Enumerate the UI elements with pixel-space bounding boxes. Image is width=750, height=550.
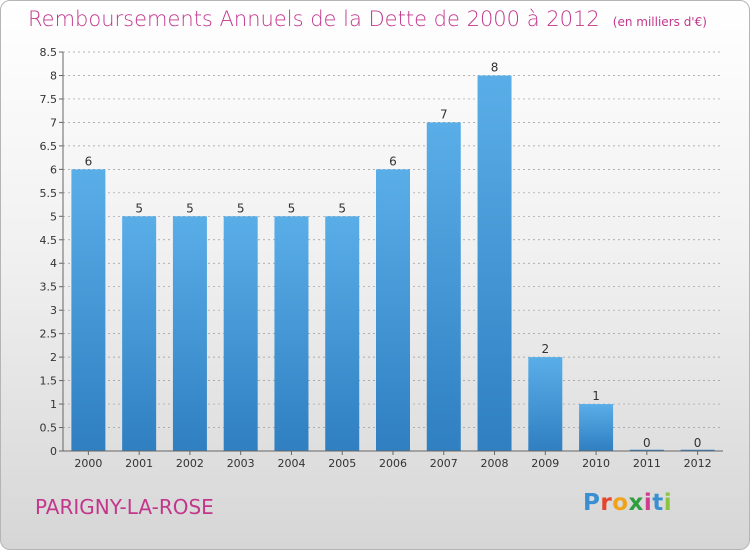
y-tick-label: 8 [50,69,57,82]
data-label: 0 [643,436,651,450]
chart-title: Remboursements Annuels de la Dette de 20… [28,7,707,31]
y-tick-label: 3 [50,304,57,317]
data-label: 5 [338,201,346,215]
logo-letter: i [643,490,653,516]
proxiti-logo: Proxiti [583,490,672,516]
data-label: 2 [541,342,549,356]
data-label: 7 [440,107,448,121]
y-tick-label: 0 [50,445,57,458]
y-tick-label: 1 [50,398,57,411]
bar [477,75,512,452]
y-tick-label: 4.5 [40,234,58,247]
data-label: 5 [135,201,143,215]
y-tick-label: 2 [50,351,57,364]
data-label: 5 [186,201,194,215]
x-tick-label: 2007 [430,457,458,470]
logo-letter: t [652,490,664,516]
x-tick-label: 2001 [125,457,153,470]
x-tick-label: 2008 [481,457,509,470]
bar [274,216,309,451]
title-text: Remboursements Annuels de la Dette de 20… [28,7,600,31]
data-label: 5 [288,201,296,215]
x-tick-label: 2003 [227,457,255,470]
y-tick-label: 4 [50,257,57,270]
bar [172,216,207,451]
x-tick-label: 2002 [176,457,204,470]
y-tick-label: 0.5 [40,422,58,435]
bar [325,216,360,451]
data-label: 8 [491,60,499,74]
x-tick-label: 2005 [328,457,356,470]
unit-note: (en milliers d'€) [612,15,707,29]
logo-letter: x [628,490,644,516]
y-tick-label: 1.5 [40,375,58,388]
y-tick-label: 3.5 [40,281,58,294]
data-label: 1 [592,389,600,403]
y-tick-label: 5 [50,210,57,223]
bar [122,216,157,451]
y-tick-label: 8.5 [40,46,58,59]
commune-name: PARIGNY-LA-ROSE [35,495,214,519]
bar [376,169,410,451]
x-tick-label: 2000 [74,457,102,470]
logo-letter: P [583,490,601,516]
x-tick-label: 2012 [684,457,712,470]
x-tick-label: 2006 [379,457,407,470]
y-tick-label: 6 [50,163,57,176]
logo-letter: r [600,490,613,516]
x-tick-label: 2009 [531,457,559,470]
bar [71,169,106,451]
x-tick-label: 2011 [633,457,661,470]
bar [223,216,258,451]
y-tick-label: 2.5 [40,328,58,341]
logo-letter: o [612,490,629,516]
y-tick-label: 5.5 [40,187,58,200]
y-tick-label: 7 [50,116,57,129]
bar [528,357,563,451]
logo-letter: i [663,490,673,516]
y-tick-label: 7.5 [40,93,58,106]
x-tick-label: 2010 [582,457,610,470]
data-label: 5 [237,201,245,215]
data-label: 6 [389,154,397,168]
data-label: 0 [694,436,702,450]
data-label: 6 [85,154,93,168]
x-tick-label: 2004 [277,457,305,470]
bar [426,122,461,451]
bar [579,404,614,451]
y-tick-label: 6.5 [40,140,58,153]
